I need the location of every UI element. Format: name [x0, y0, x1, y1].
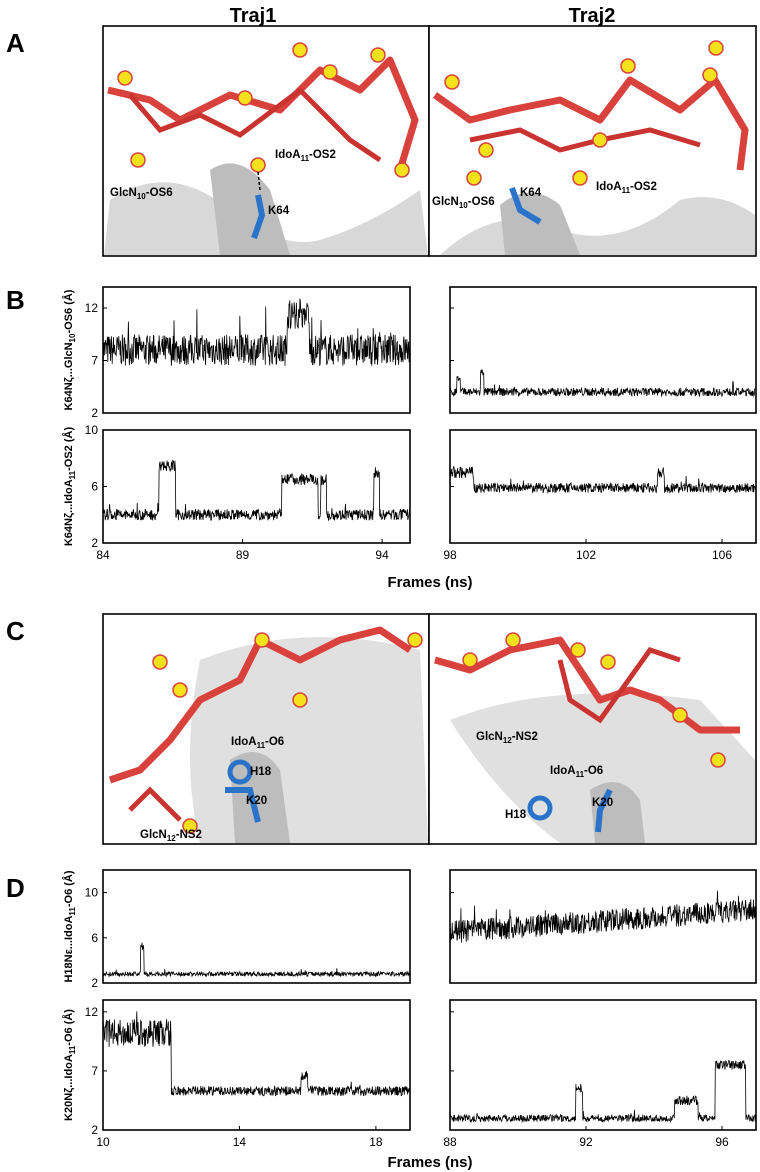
heparin-chain	[432, 76, 749, 171]
panel-letter-c: C	[6, 616, 25, 646]
k20-sidechain	[225, 787, 261, 823]
time-series-plots: K64Nζ...GlcN10-OS6 (Å) 2 7 12 K64Nζ...IdoA11…	[62, 286, 757, 1149]
x-tick-label: 98	[443, 548, 457, 562]
panel-a-image-traj2: GlcN10-OS6 K64 IdoA11-OS2	[428, 25, 757, 257]
plot-frame	[449, 999, 757, 1131]
panel-letter-d: D	[6, 873, 25, 903]
series-line-left	[102, 1011, 411, 1097]
x-tick-label: 88	[443, 1135, 457, 1149]
label-idoa11-o6: IdoA11-O6	[231, 736, 284, 750]
k64-sidechain	[251, 194, 266, 239]
series-line-right	[449, 890, 757, 943]
h-bond	[257, 171, 261, 191]
series-line-left	[102, 298, 411, 366]
protein-helix	[230, 752, 290, 843]
label-k20: K20	[592, 797, 613, 809]
column-title-traj2: Traj2	[569, 5, 616, 27]
x-axis-label-d: Frames (ns)	[387, 1154, 472, 1171]
label-idoa11-os2: IdoA11-OS2	[596, 181, 657, 195]
panel-letter-a: A	[6, 28, 25, 58]
x-tick-label: 102	[576, 548, 596, 562]
h18-ring	[527, 795, 553, 821]
x-tick-label: 96	[715, 1135, 729, 1149]
y-tick-label: 2	[91, 1123, 98, 1137]
label-k64: K64	[520, 187, 542, 199]
protein-ribbon	[450, 693, 755, 843]
heparin-ring-bonds	[128, 786, 182, 822]
y-tick-label: 6	[91, 480, 98, 494]
x-tick-label: 84	[96, 548, 110, 562]
protein-ribbon	[190, 637, 428, 843]
series-line-right	[449, 1059, 757, 1124]
series-line-right	[449, 466, 757, 494]
x-tick-label: 94	[375, 548, 389, 562]
x-tick-label: 106	[712, 548, 732, 562]
label-glcn10-os6: GlcN10-OS6	[110, 187, 173, 201]
panel-c-image-traj1: IdoA11-O6 H18 K20 GlcN12-NS2	[102, 613, 430, 845]
plot-frame	[102, 999, 411, 1131]
label-h18: H18	[250, 766, 272, 778]
y-tick-label: 10	[85, 886, 99, 900]
y-axis-label: K64Nζ...IdoA11-OS2 (Å)	[62, 427, 77, 547]
column-title-traj1: Traj1	[230, 5, 277, 27]
panel-c-image-traj2: GlcN12-NS2 IdoA11-O6 H18 K20	[428, 613, 757, 845]
heparin-chain	[108, 626, 412, 784]
label-idoa11-o6: IdoA11-O6	[550, 765, 603, 779]
heparin-ring-bonds	[557, 647, 681, 724]
y-axis-label: K64Nζ...GlcN10-OS6 (Å)	[62, 289, 77, 410]
h18-ring	[227, 759, 253, 785]
label-glcn10-os6: GlcN10-OS6	[432, 196, 495, 210]
x-tick-label: 89	[236, 548, 250, 562]
y-tick-label: 2	[91, 406, 98, 420]
y-axis-label: H18Nε...IdoA11-O6 (Å)	[62, 870, 77, 982]
label-glcn12-ns2: GlcN12-NS2	[476, 731, 538, 745]
x-axis-label-b: Frames (ns)	[387, 574, 472, 591]
label-k20: K20	[246, 795, 267, 807]
x-tick-label: 92	[579, 1135, 593, 1149]
y-tick-label: 6	[91, 931, 98, 945]
y-tick-label: 7	[91, 354, 98, 368]
heparin-ring-bonds	[128, 86, 382, 163]
x-tick-label: 18	[369, 1135, 383, 1149]
y-axis-label: K20Nζ...IdoA11-O6 (Å)	[62, 1009, 77, 1121]
series-line-right	[449, 369, 757, 398]
series-line-left	[102, 942, 411, 978]
k64-sidechain	[509, 186, 542, 225]
protein-ribbon	[104, 182, 428, 255]
panel-a-image-traj1: GlcN10-OS6 IdoA11-OS2 K64	[102, 25, 430, 257]
panel-letter-b: B	[6, 285, 25, 315]
label-idoa11-os2: IdoA11-OS2	[275, 149, 336, 163]
protein-helix	[210, 163, 290, 255]
label-h18: H18	[505, 809, 527, 821]
y-tick-label: 12	[85, 301, 99, 315]
plot-frame	[102, 869, 411, 984]
y-tick-label: 10	[85, 423, 99, 437]
heparin-ring-bonds	[469, 127, 701, 153]
y-tick-label: 7	[91, 1064, 98, 1078]
y-tick-label: 2	[91, 976, 98, 990]
label-glcn12-ns2: GlcN12-NS2	[140, 829, 202, 843]
y-tick-label: 2	[91, 536, 98, 550]
y-tick-label: 12	[85, 1005, 99, 1019]
x-tick-label: 14	[233, 1135, 247, 1149]
k20-sidechain	[595, 788, 613, 833]
plot-frame	[102, 429, 411, 544]
x-tick-label: 10	[96, 1135, 110, 1149]
series-line-left	[102, 459, 411, 522]
label-k64: K64	[268, 205, 290, 217]
